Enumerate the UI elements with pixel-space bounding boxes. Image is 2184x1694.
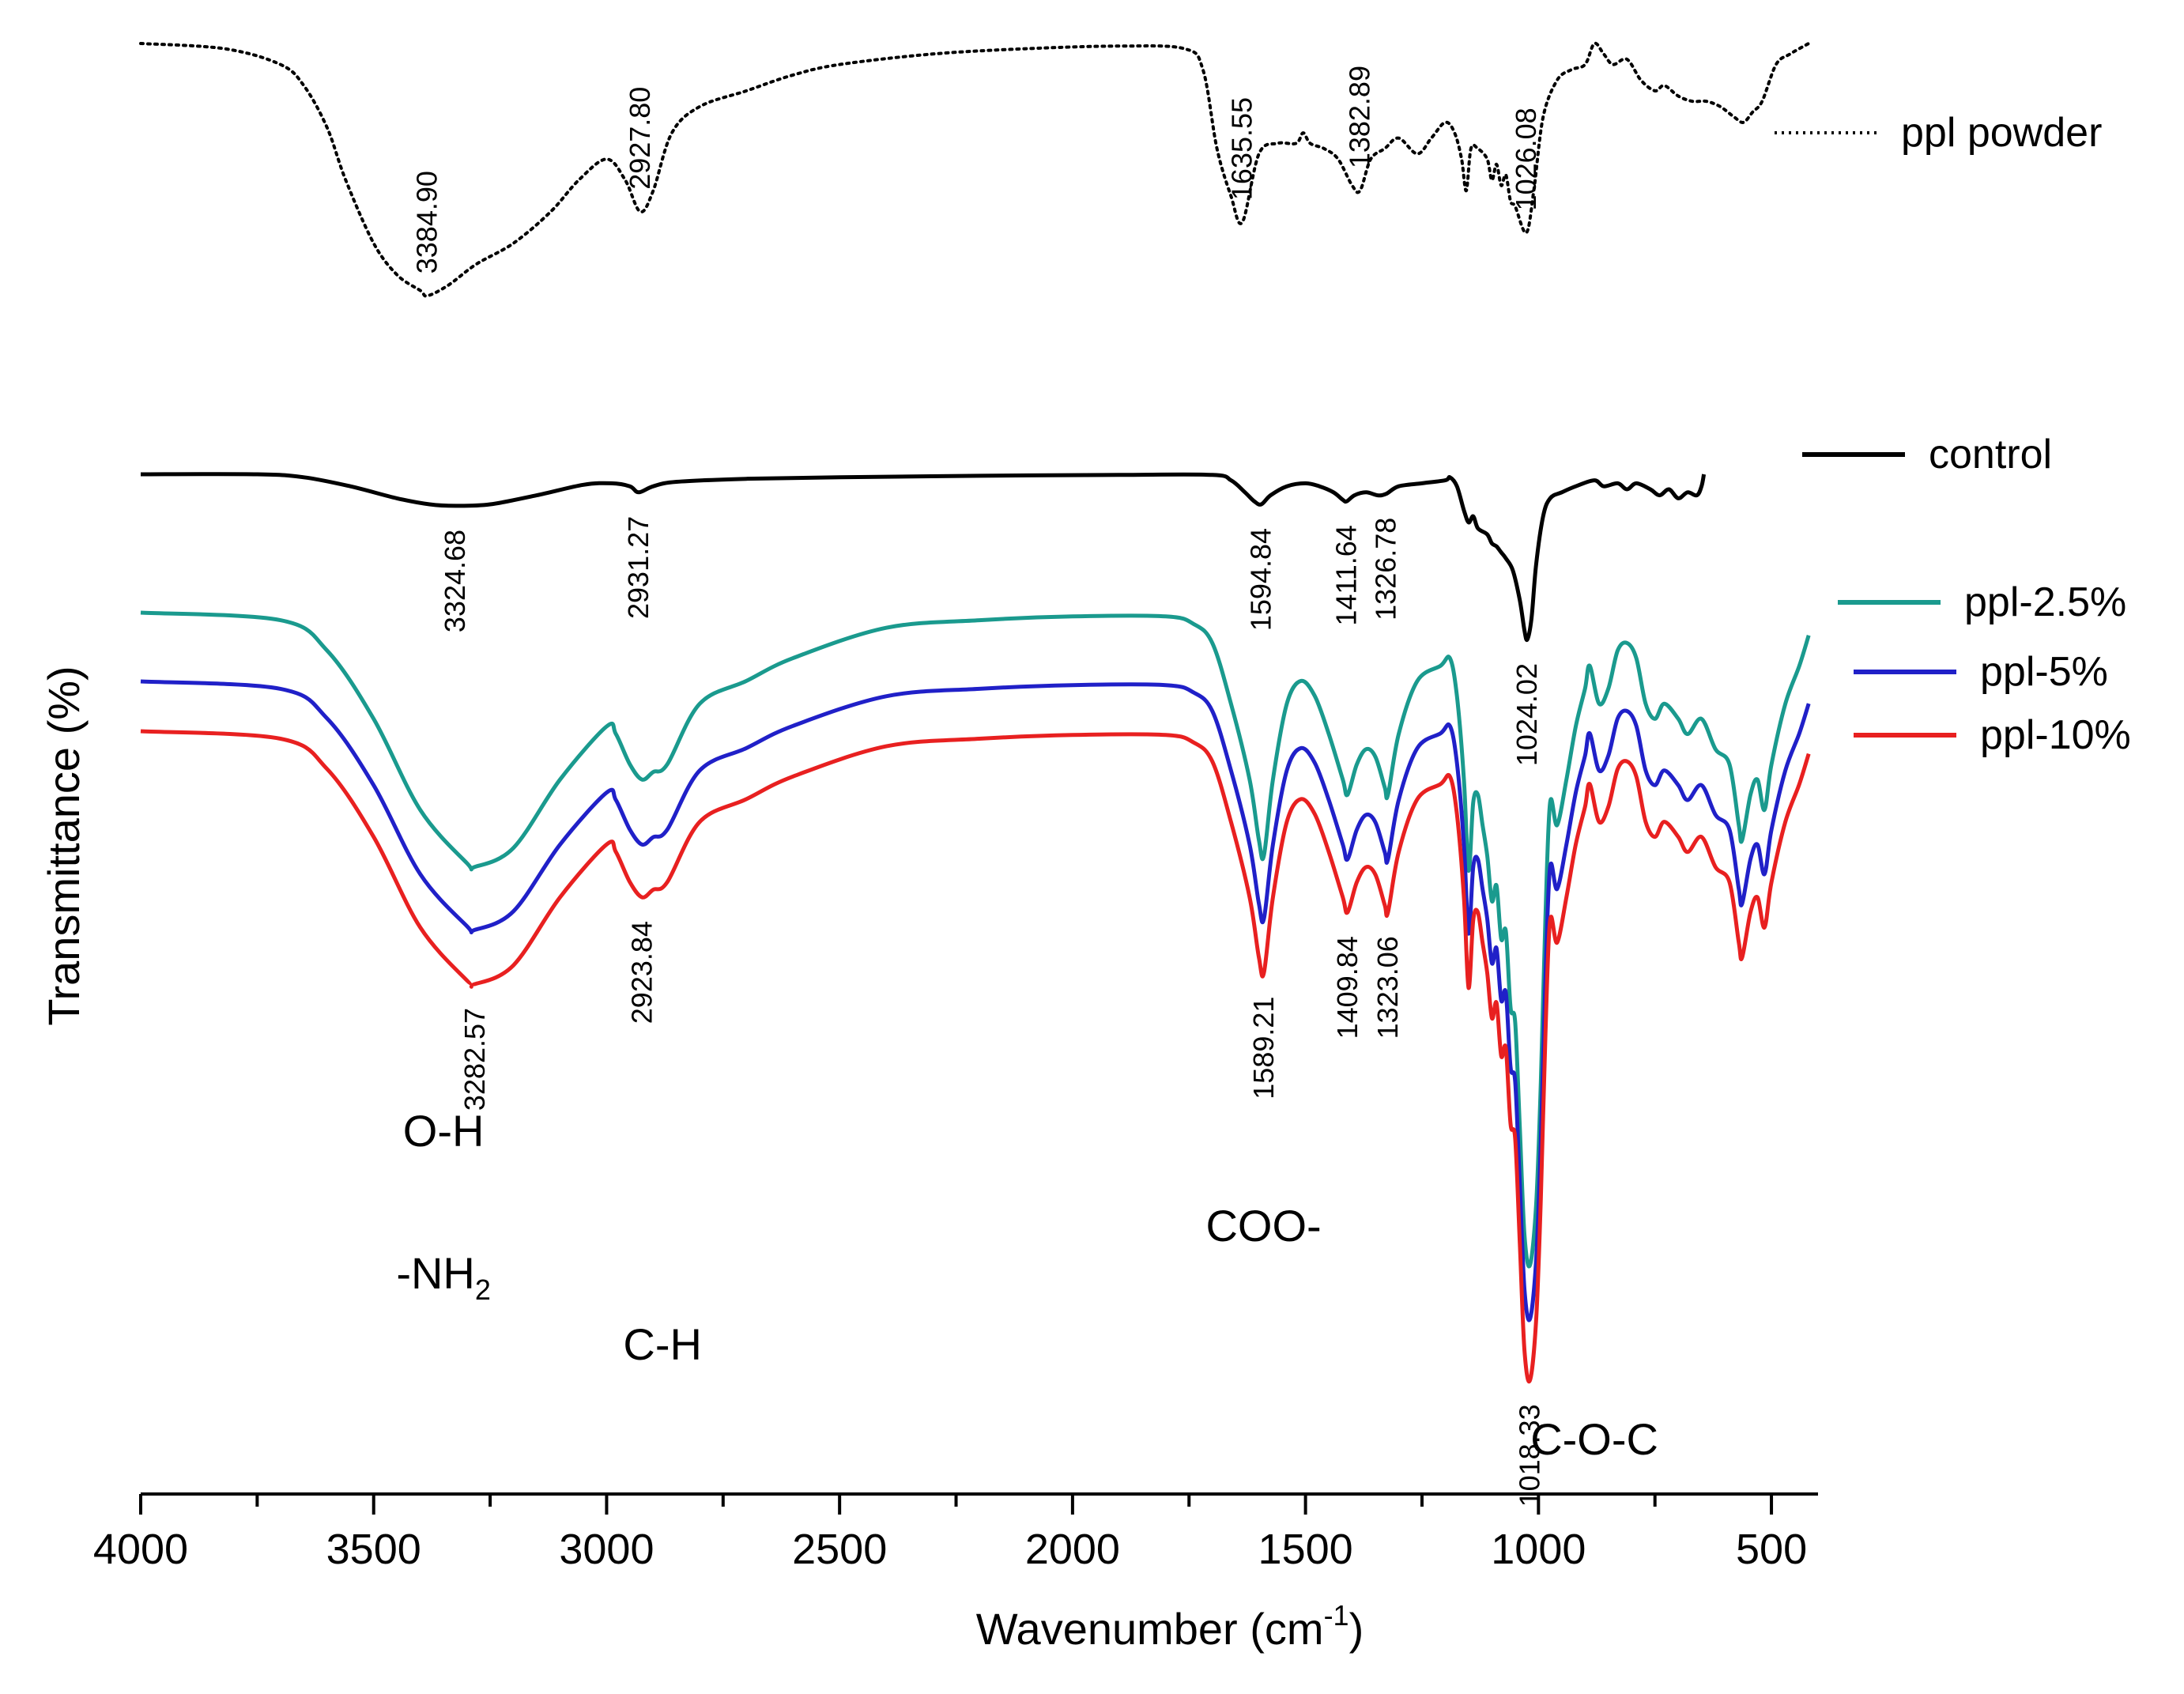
peak-labels: 3384.90 2927.80 1635.55 1382.89 1026.08 3324.… — [411, 66, 1546, 1507]
legend-label: ppl-2.5% — [1964, 579, 2126, 625]
band-annotation-text: C-O-C — [1530, 1414, 1658, 1464]
legend-label: ppl-5% — [1980, 649, 2108, 695]
series-line-control — [140, 472, 1707, 643]
band-annotation-subscript: 2 — [475, 1273, 491, 1306]
x-tick-label: 3000 — [559, 1526, 654, 1573]
peak-label: 1589.21 — [1247, 997, 1280, 1100]
peak-label: 1024.02 — [1511, 663, 1543, 766]
x-tick-label: 3500 — [326, 1526, 421, 1573]
peak-label: 1409.84 — [1331, 936, 1364, 1039]
band-annotation: O-H — [403, 1106, 485, 1156]
peak-label: 1635.55 — [1226, 97, 1258, 200]
series-line-ppl-5- — [140, 679, 1811, 1322]
band-annotation-text: O-H — [403, 1106, 485, 1156]
y-axis-label: Transmittance (%) — [39, 666, 89, 1025]
peak-label: 3384.90 — [411, 171, 443, 274]
x-tick-label: 1000 — [1491, 1526, 1586, 1573]
peak-label: 1018.33 — [1514, 1404, 1546, 1507]
peak-label: 1323.06 — [1371, 936, 1404, 1039]
peak-label: 2923.84 — [625, 921, 658, 1024]
x-tick-label: 2500 — [792, 1526, 887, 1573]
peak-label: 1326.78 — [1370, 518, 1402, 621]
legend: ppl powder control ppl-2.5% ppl-5% ppl-10% — [1775, 110, 2131, 758]
x-tick-label: 1500 — [1258, 1526, 1353, 1573]
band-annotation: COO- — [1205, 1201, 1321, 1251]
series-layer — [139, 41, 1811, 1384]
band-annotations: O-H -NH2 C-H COO- C-O-C — [396, 1106, 1658, 1464]
band-annotation: -NH2 — [396, 1248, 491, 1306]
x-tick-label: 500 — [1736, 1526, 1807, 1573]
band-annotation: C-O-C — [1530, 1414, 1658, 1464]
peak-label: 1594.84 — [1245, 528, 1277, 631]
peak-label: 3282.57 — [458, 1008, 491, 1111]
band-annotation-text: -NH — [396, 1248, 475, 1298]
x-axis-label: Wavenumber (cm-1) — [976, 1599, 1364, 1654]
x-axis-label-tail: ) — [1349, 1604, 1364, 1654]
peak-label: 2931.27 — [622, 516, 654, 619]
x-tick-label: 2000 — [1025, 1526, 1120, 1573]
legend-label: control — [1929, 432, 2052, 477]
band-annotation: C-H — [623, 1319, 702, 1369]
x-axis-label-main: Wavenumber (cm — [976, 1604, 1324, 1654]
legend-label: ppl powder — [1901, 110, 2102, 156]
series-line-ppl-2-5- — [140, 610, 1811, 1269]
legend-label: ppl-10% — [1980, 712, 2131, 758]
band-annotation-text: C-H — [623, 1319, 702, 1369]
peak-label: 1026.08 — [1510, 108, 1542, 210]
series-line-ppl-10- — [140, 729, 1811, 1384]
peak-label: 2927.80 — [624, 87, 656, 190]
x-axis-label-sup: -1 — [1324, 1599, 1349, 1632]
series-line-ppl-powder — [139, 41, 1811, 298]
x-axis: 4000 3500 3000 2500 2000 1500 1000 500 — [93, 1492, 1818, 1573]
peak-label: 3324.68 — [439, 530, 471, 632]
peak-label: 1382.89 — [1344, 66, 1376, 168]
band-annotation-text: COO- — [1205, 1201, 1321, 1251]
peak-label: 1411.64 — [1330, 525, 1363, 625]
x-tick-label: 4000 — [93, 1526, 188, 1573]
